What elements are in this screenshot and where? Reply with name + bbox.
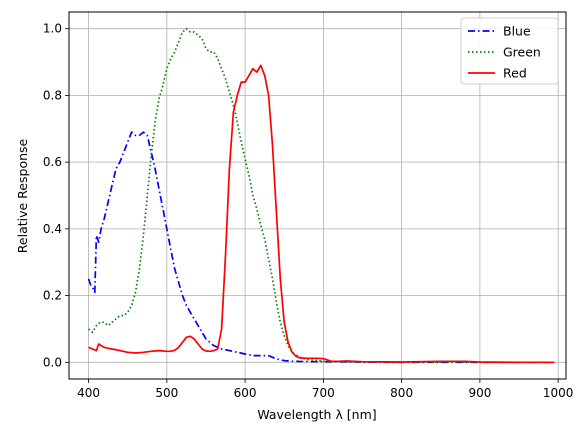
legend-label-red: Red (503, 66, 527, 81)
y-axis-ticks: 0.0 0.2 0.4 0.6 0.8 1.0 (43, 22, 69, 369)
series-lines (87, 27, 555, 364)
y-tick-label: 0.2 (43, 289, 62, 303)
plot-frame (68, 11, 567, 380)
x-axis-label: Wavelength λ [nm] (257, 407, 376, 422)
x-tick-label: 800 (390, 386, 413, 400)
series-line-blue (87, 131, 555, 364)
y-tick-label: 0.0 (43, 355, 62, 369)
legend-label-blue: Blue (503, 24, 531, 39)
series-line-red (88, 64, 555, 364)
x-tick-label: 900 (468, 386, 491, 400)
legend: Blue Green Red (460, 17, 559, 85)
y-tick-label: 1.0 (43, 22, 62, 36)
legend-label-green: Green (503, 45, 541, 60)
x-tick-label: 700 (312, 386, 335, 400)
x-tick-label: 400 (77, 386, 100, 400)
grid-lines (69, 12, 566, 379)
x-tick-label: 1000 (543, 386, 574, 400)
series-line-green (88, 27, 555, 364)
x-tick-label: 600 (234, 386, 257, 400)
y-tick-label: 0.6 (43, 155, 62, 169)
y-tick-label: 0.8 (43, 88, 62, 102)
y-tick-label: 0.4 (43, 222, 62, 236)
legend-box (460, 17, 559, 85)
x-tick-label: 500 (155, 386, 178, 400)
x-axis-ticks: 400 500 600 700 800 900 1000 (77, 379, 573, 400)
y-axis-label: Relative Response (15, 138, 30, 253)
